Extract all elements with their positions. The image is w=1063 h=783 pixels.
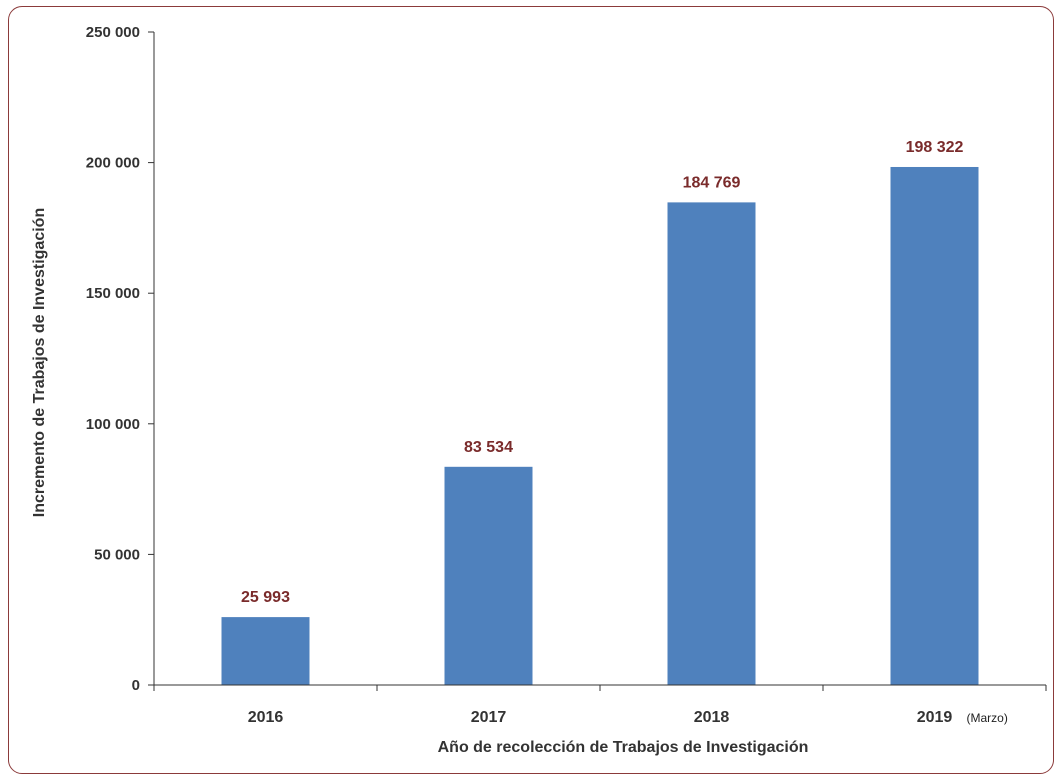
y-axis-ticks: 0 50 000 100 000 150 000 200 000 250 000 [86, 24, 154, 694]
y-axis-title: Incremento de Trabajos de Investigación [31, 208, 48, 517]
x-axis-title: Año de recolección de Trabajos de Invest… [438, 739, 809, 756]
bar [667, 202, 756, 686]
y-tick-label: 100 000 [86, 416, 140, 433]
bar-value-label: 25 993 [241, 589, 290, 606]
x-tick-label: 2017 [471, 709, 507, 726]
bar [444, 466, 533, 685]
value-labels-group: 25 993 83 534 184 769 198 322 [241, 139, 963, 606]
bar-value-label: 83 534 [464, 439, 513, 456]
bar-value-label: 198 322 [906, 139, 964, 156]
y-tick-label: 200 000 [86, 155, 140, 172]
x-tick-label: 2019 [917, 709, 953, 726]
bars-group [221, 166, 979, 686]
y-tick-label: 50 000 [94, 546, 140, 563]
x-axis-ticks: 2016 2017 2018 2019 [153, 685, 1047, 726]
bar-value-label: 184 769 [683, 174, 741, 191]
y-tick-label: 150 000 [86, 285, 140, 302]
x-tick-label: 2016 [248, 709, 284, 726]
category-note: (Marzo) [967, 711, 1008, 725]
y-tick-label: 0 [132, 677, 140, 694]
bar [890, 166, 979, 686]
bar [221, 617, 310, 685]
y-tick-label: 250 000 [86, 24, 140, 41]
x-tick-label: 2018 [694, 709, 730, 726]
